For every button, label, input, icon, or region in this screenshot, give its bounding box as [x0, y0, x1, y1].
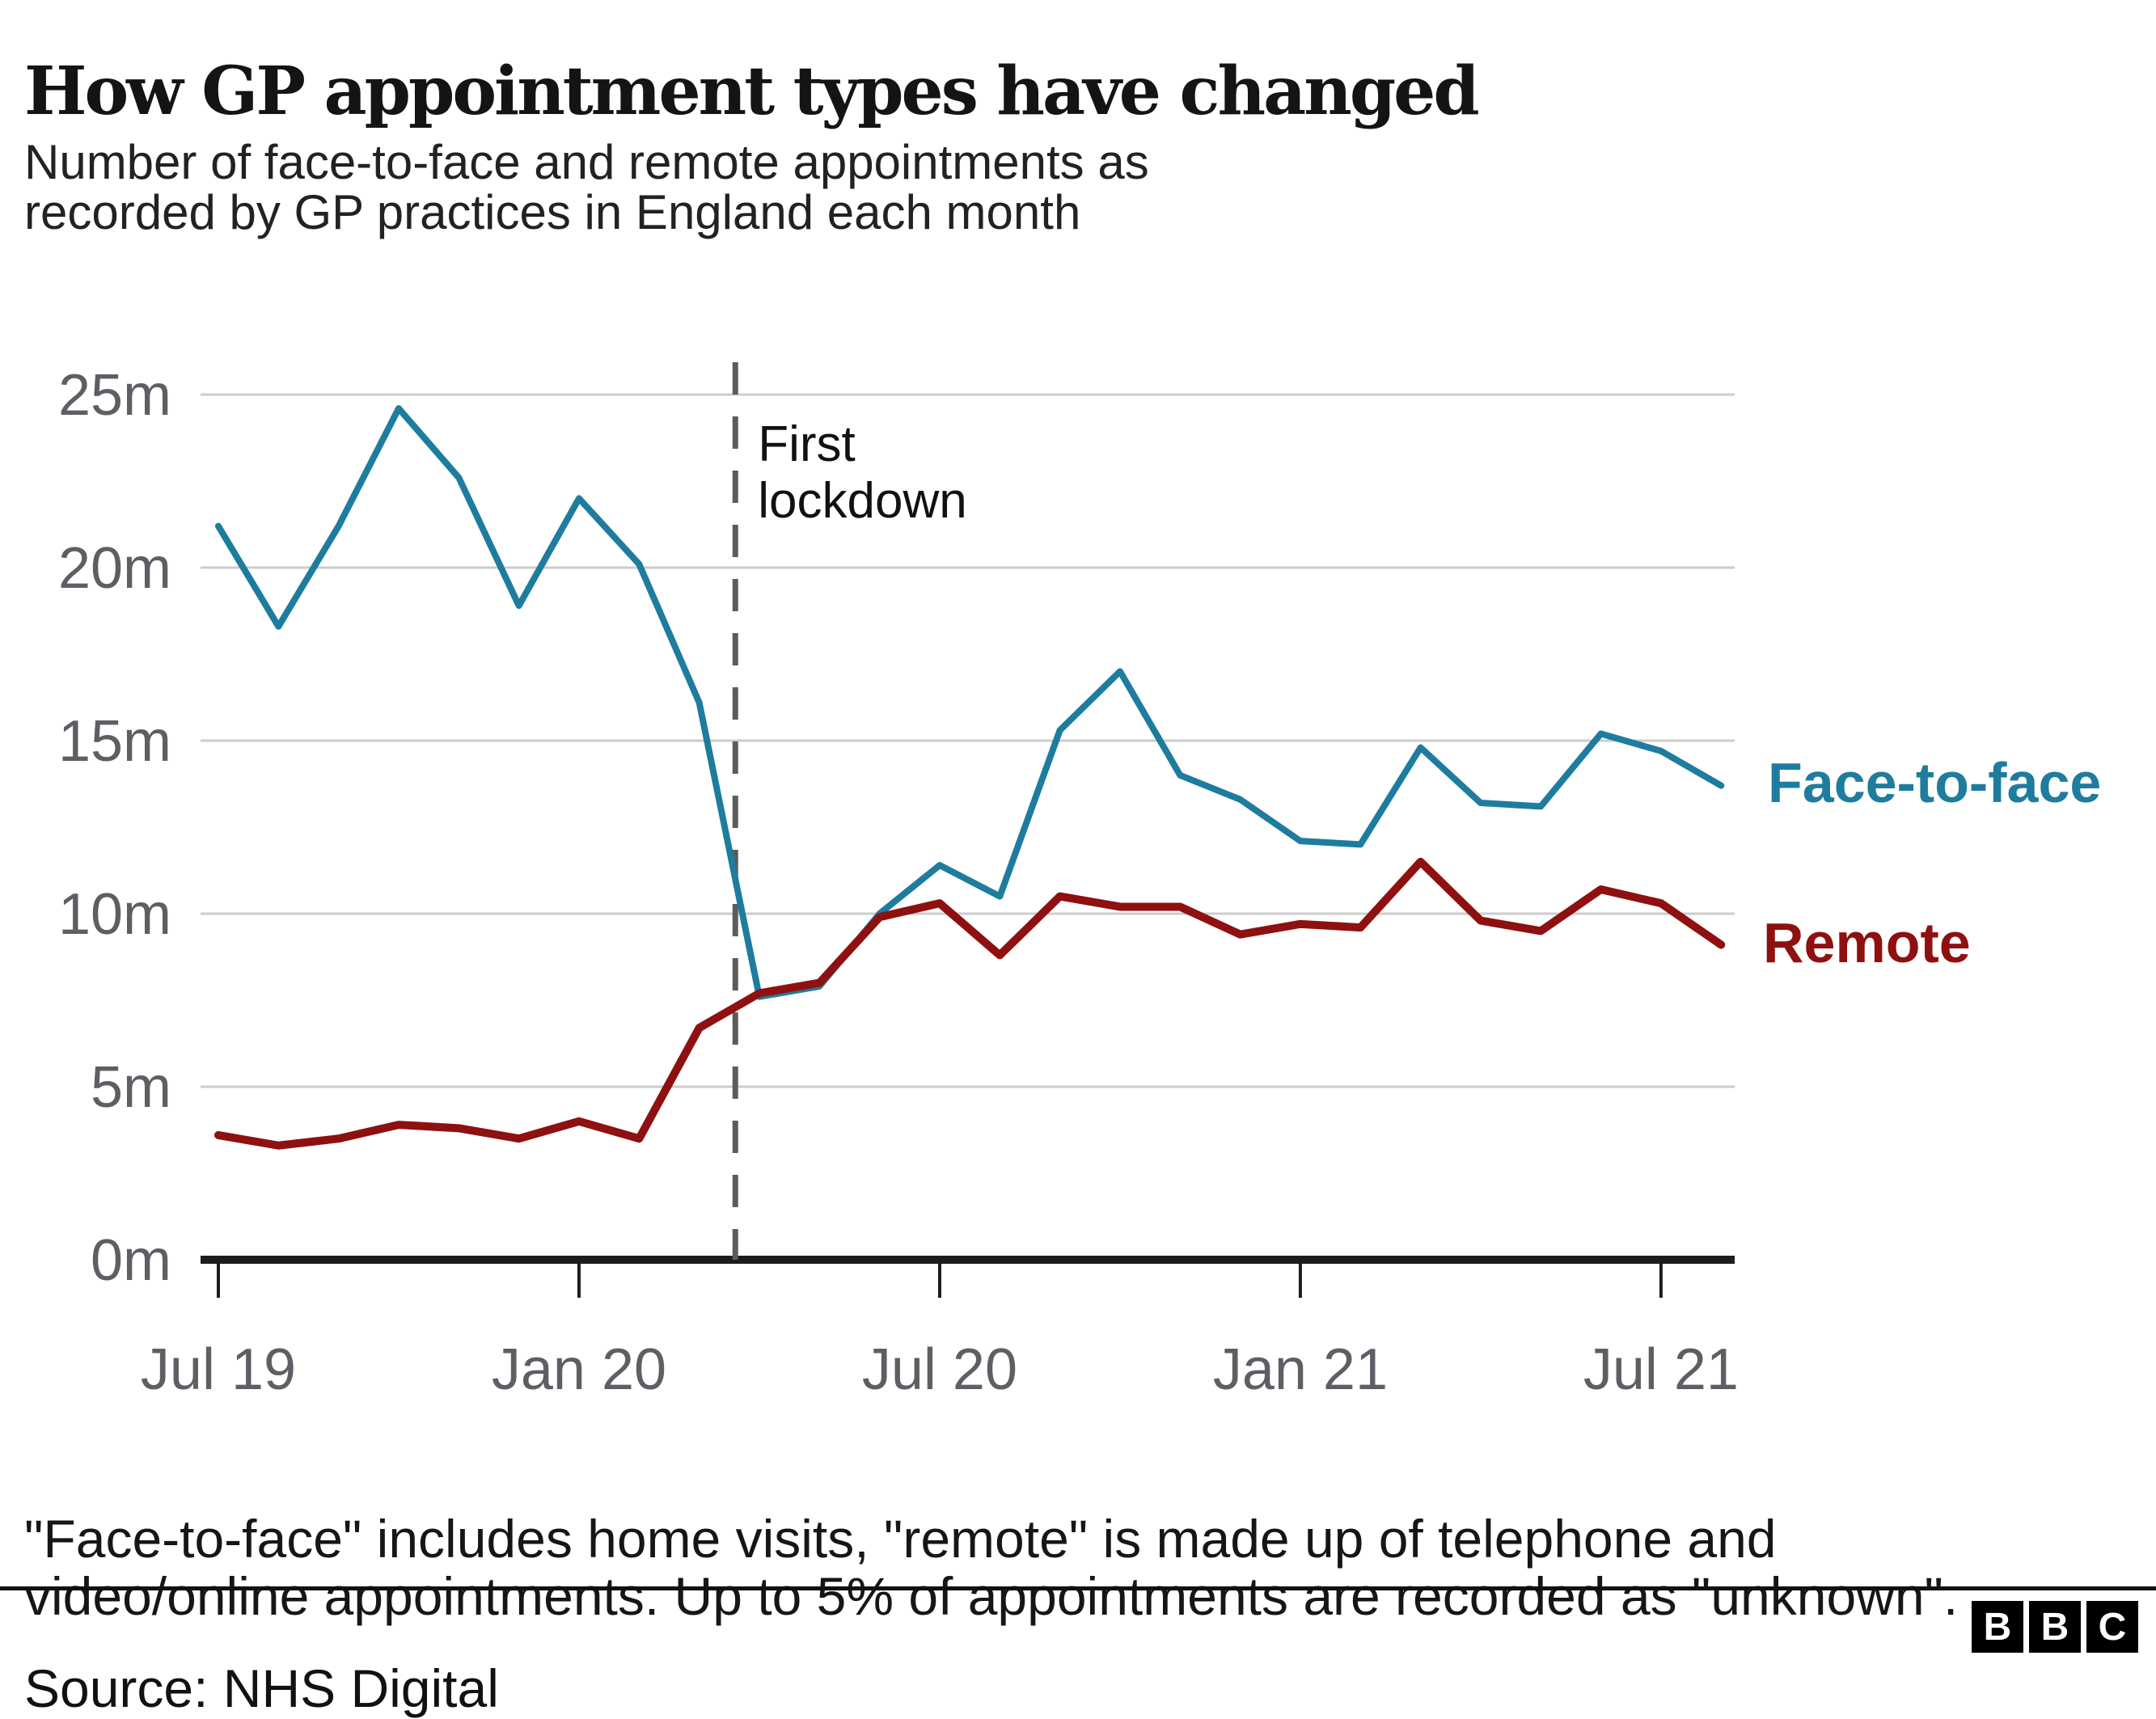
- source-label: Source: NHS Digital: [24, 1658, 499, 1718]
- x-axis-label-Jul 19: Jul 19: [141, 1337, 296, 1402]
- series-line-remote: [214, 857, 1726, 1150]
- series-label-remote: Remote: [1763, 911, 1971, 974]
- x-axis-label-Jul 20: Jul 20: [862, 1337, 1017, 1402]
- y-axis-label-15m: 15m: [58, 709, 171, 774]
- first-lockdown-annotation: lockdown: [758, 473, 966, 529]
- bbc-logo-letter: B: [2029, 1601, 2081, 1653]
- bbc-logo: B B C: [1972, 1601, 2138, 1653]
- page-subtitle: Number of face-to-face and remote appoin…: [24, 135, 1149, 239]
- y-axis-label-10m: 10m: [58, 882, 171, 947]
- page-title: How GP appointment types have changed: [24, 52, 1480, 130]
- x-axis-label-Jan 20: Jan 20: [492, 1337, 666, 1402]
- bbc-chart-page: { "page": { "title": "How GP appointment…: [0, 52, 2156, 1718]
- first-lockdown-annotation: First: [758, 416, 856, 472]
- y-axis-label-20m: 20m: [58, 536, 171, 601]
- x-axis-label-Jan 21: Jan 21: [1213, 1337, 1388, 1402]
- line-chart: 0m 5m 10m 15m 20m 25m Jul 19 Jan 20 Jul 20 Jan 21…: [58, 362, 2101, 1402]
- series-label-face-to-face: Face-to-face: [1768, 751, 2101, 814]
- y-axis-label-0m: 0m: [91, 1228, 171, 1293]
- footer-divider: [0, 1586, 2156, 1590]
- bbc-logo-letter: B: [1972, 1601, 2023, 1653]
- x-axis-label-Jul 21: Jul 21: [1583, 1337, 1739, 1402]
- series-line-face-to-face: [215, 405, 1725, 1000]
- bbc-logo-letter: C: [2086, 1601, 2138, 1653]
- y-axis-label-5m: 5m: [91, 1055, 171, 1120]
- y-axis-label-25m: 25m: [58, 363, 171, 428]
- chart-footnote: "Face-to-face" includes home visits, "re…: [24, 1509, 1959, 1626]
